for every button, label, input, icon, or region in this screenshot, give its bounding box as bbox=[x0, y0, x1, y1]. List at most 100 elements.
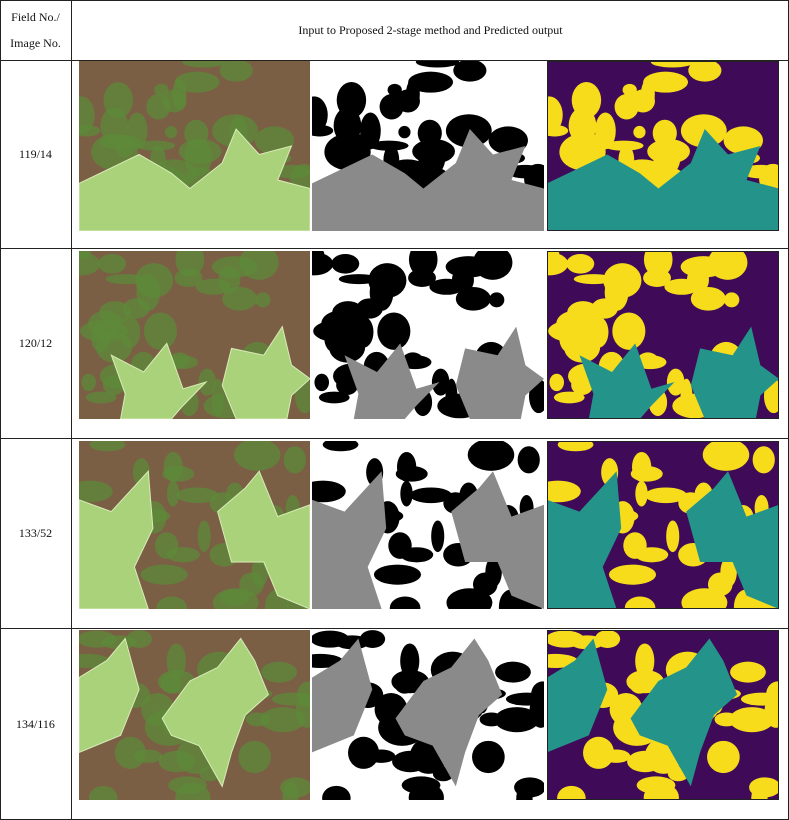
predicted-output bbox=[547, 251, 779, 419]
weed-region bbox=[573, 274, 614, 285]
weed-region bbox=[431, 368, 450, 396]
weed-region bbox=[702, 441, 750, 471]
weed-region bbox=[630, 89, 655, 113]
weed-region bbox=[373, 564, 422, 585]
weed-region bbox=[99, 301, 131, 325]
weed-region bbox=[154, 83, 169, 96]
crop-region bbox=[451, 471, 544, 609]
weed-region bbox=[488, 292, 505, 308]
weed-region bbox=[708, 251, 748, 280]
weed-region bbox=[140, 564, 188, 585]
weed-region bbox=[729, 707, 775, 733]
weed-region bbox=[453, 61, 487, 82]
weed-region bbox=[557, 785, 586, 800]
weed-region bbox=[571, 375, 594, 396]
weed-region bbox=[549, 373, 565, 392]
weed-region bbox=[764, 693, 779, 728]
plot-frame bbox=[547, 630, 779, 800]
weed-region bbox=[681, 588, 728, 609]
weed-region bbox=[154, 532, 179, 559]
weed-region bbox=[369, 140, 409, 151]
weed-region bbox=[133, 749, 162, 763]
row-label: 119/14 bbox=[19, 147, 52, 161]
weed-region bbox=[166, 480, 180, 507]
weed-region bbox=[408, 783, 444, 800]
weed-region bbox=[517, 446, 540, 474]
weed-region bbox=[473, 251, 513, 280]
crop-region bbox=[579, 343, 675, 419]
weed-region bbox=[283, 446, 306, 474]
weed-region bbox=[238, 740, 271, 774]
weed-region bbox=[643, 71, 689, 93]
weed-region bbox=[164, 125, 178, 139]
weed-region bbox=[467, 441, 515, 471]
weed-region bbox=[212, 588, 259, 609]
weed-region bbox=[255, 292, 271, 308]
crop-region bbox=[547, 129, 779, 231]
weed-region bbox=[666, 368, 685, 396]
weed-region bbox=[707, 740, 740, 774]
crop-region bbox=[110, 342, 208, 419]
weed-region bbox=[336, 375, 359, 396]
weed-region bbox=[126, 630, 152, 648]
weed-region bbox=[219, 61, 253, 82]
weed-region bbox=[313, 320, 361, 343]
crop-region bbox=[161, 637, 269, 788]
weed-region bbox=[751, 781, 768, 800]
plot-frame bbox=[547, 441, 779, 609]
weed-region bbox=[488, 126, 529, 155]
weed-region bbox=[553, 391, 585, 404]
header-image-label: Image No. bbox=[10, 36, 61, 50]
weed-region bbox=[312, 480, 346, 503]
weed-region bbox=[415, 61, 460, 68]
weed-region bbox=[331, 254, 360, 274]
weed-region bbox=[211, 378, 224, 417]
weed-region bbox=[388, 532, 412, 559]
weed-region bbox=[664, 278, 699, 295]
weed-region bbox=[395, 466, 428, 482]
crop-region bbox=[221, 325, 310, 419]
weed-region bbox=[135, 140, 176, 151]
weed-region bbox=[332, 301, 364, 325]
weed-region bbox=[400, 480, 413, 507]
crop-region bbox=[547, 638, 608, 753]
weed-region bbox=[184, 119, 209, 147]
crop-region bbox=[547, 471, 622, 609]
weed-region bbox=[666, 520, 680, 553]
weed-region bbox=[723, 292, 740, 308]
weed-region bbox=[723, 126, 764, 155]
weed-region bbox=[547, 480, 581, 503]
weed-region bbox=[89, 441, 126, 452]
weed-region bbox=[429, 278, 464, 295]
table-divider bbox=[0, 628, 789, 629]
predicted-output bbox=[547, 441, 779, 609]
weed-region bbox=[162, 89, 187, 113]
weed-region bbox=[233, 441, 281, 471]
weed-region bbox=[166, 643, 186, 679]
input-photo bbox=[79, 251, 310, 419]
weed-region bbox=[135, 263, 174, 298]
weed-region bbox=[612, 312, 646, 350]
weed-region bbox=[643, 783, 679, 800]
table-border-left bbox=[0, 0, 1, 820]
table-divider bbox=[0, 248, 789, 249]
weed-region bbox=[622, 83, 637, 96]
crop-region bbox=[312, 638, 373, 753]
weed-region bbox=[635, 480, 648, 507]
weed-region bbox=[548, 320, 596, 343]
weed-region bbox=[387, 83, 402, 96]
weed-region bbox=[547, 96, 563, 134]
weed-region bbox=[627, 750, 664, 773]
row-label: 120/12 bbox=[18, 336, 53, 350]
weed-region bbox=[650, 61, 695, 68]
weed-region bbox=[197, 520, 211, 553]
weed-region bbox=[158, 750, 195, 773]
weed-region bbox=[635, 643, 655, 679]
weed-region bbox=[557, 441, 594, 452]
weed-region bbox=[494, 707, 540, 733]
weed-region bbox=[175, 783, 211, 800]
weed-region bbox=[80, 320, 128, 343]
weed-region bbox=[400, 643, 420, 679]
header-title: Input to Proposed 2-stage method and Pre… bbox=[298, 22, 563, 37]
weed-region bbox=[688, 61, 722, 82]
